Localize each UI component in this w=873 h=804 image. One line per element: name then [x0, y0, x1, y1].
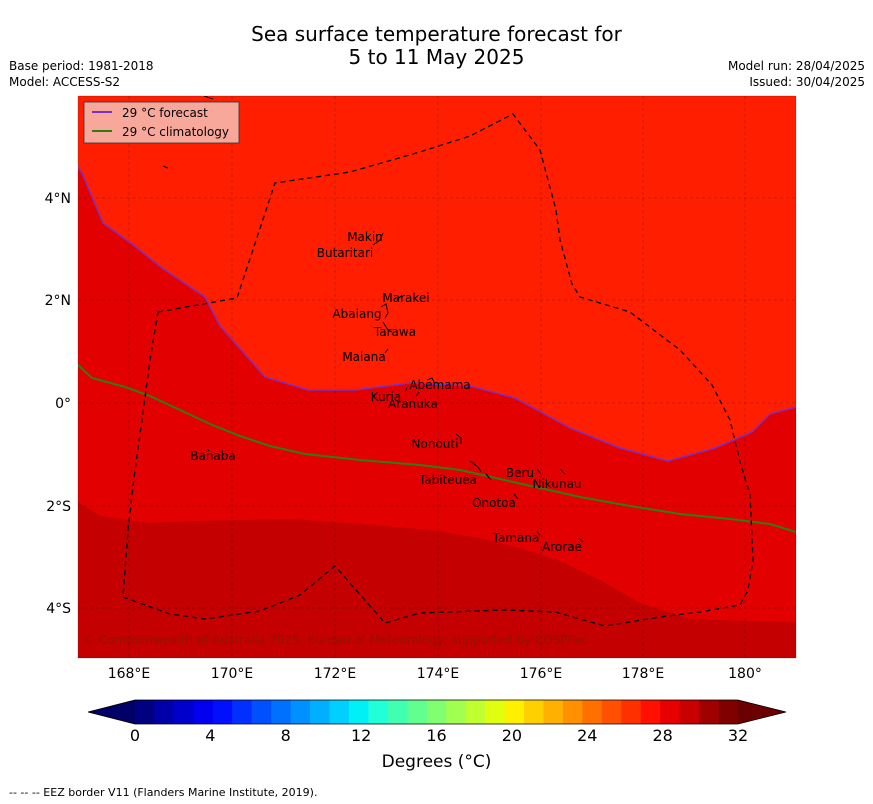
- colorbar-swatch: [329, 700, 350, 724]
- island-label: Marakei: [382, 291, 429, 305]
- island-label: Butaritari: [317, 246, 374, 260]
- island-label: Banaba: [190, 449, 236, 463]
- colorbar-label: Degrees (°C): [381, 752, 492, 772]
- issued-date: Issued: 30/04/2025: [749, 75, 865, 89]
- colorbar-swatch: [562, 700, 583, 724]
- colorbar-swatch: [582, 700, 603, 724]
- colorbar-tick-label: 32: [727, 726, 749, 745]
- lat-tick: 4°S: [46, 601, 71, 617]
- lon-tick: 174°E: [417, 666, 460, 682]
- colorbar-swatch: [621, 700, 642, 724]
- colorbar-tick-label: 28: [652, 726, 673, 745]
- colorbar-swatch: [660, 700, 681, 724]
- eez-footnote: -- -- -- EEZ border V11 (Flanders Marine…: [9, 786, 318, 799]
- colorbar-swatch: [251, 700, 272, 724]
- colorbar-swatch: [601, 700, 622, 724]
- lat-tick: 2°S: [46, 499, 71, 515]
- lon-tick: 180°: [728, 666, 762, 682]
- colorbar-swatch: [718, 700, 739, 724]
- lon-tick: 178°E: [622, 666, 665, 682]
- island-label: Nikunau: [532, 477, 581, 491]
- colorbar-tick-label: 8: [280, 726, 291, 745]
- forecast-29c-line: [78, 166, 796, 462]
- island-outlines: [162, 96, 584, 543]
- island-label: Tabiteuea: [418, 473, 477, 487]
- colorbar-tick-label: 24: [577, 726, 598, 745]
- island-label: Beru: [506, 466, 534, 480]
- colorbar-tick-label: 16: [426, 726, 447, 745]
- island-label: Abaiang: [332, 307, 381, 321]
- colorbar-swatch: [348, 700, 369, 724]
- colorbar-swatch: [173, 700, 194, 724]
- colorbar-swatch: [368, 700, 389, 724]
- chart-title-line2: 5 to 11 May 2025: [348, 45, 525, 69]
- island-label: Tarawa: [373, 325, 416, 339]
- island-label: Tamana: [492, 531, 540, 545]
- island-label: Maiana: [342, 350, 385, 364]
- island-label: Aranuka: [388, 397, 438, 411]
- colorbar-swatch: [271, 700, 292, 724]
- lat-tick-labels: 4°N 2°N 0° 2°S 4°S: [45, 191, 72, 617]
- lat-tick: 4°N: [45, 191, 71, 207]
- lon-tick: 168°E: [108, 666, 151, 682]
- lon-tick: 172°E: [314, 666, 357, 682]
- colorbar-outline: [87, 699, 787, 725]
- island-label: Arorae: [542, 540, 582, 554]
- island-label: Makin: [347, 230, 383, 244]
- base-period: Base period: 1981-2018: [9, 59, 154, 73]
- colorbar-swatch: [154, 700, 175, 724]
- lon-tick: 176°E: [520, 666, 563, 682]
- legend-climatology-label: 29 °C climatology: [122, 125, 229, 139]
- colorbar-swatch: [699, 700, 720, 724]
- island-label: Kuria: [371, 390, 402, 404]
- colorbar-swatch: [504, 700, 525, 724]
- lat-tick: 2°N: [45, 293, 71, 309]
- legend-forecast-label: 29 °C forecast: [122, 106, 208, 120]
- colorbar-tick-label: 12: [350, 726, 372, 745]
- colorbar-tick-label: 4: [205, 726, 216, 745]
- colorbar-swatch: [426, 700, 447, 724]
- copyright-text: © Commonwealth of Australia 2025, Bureau…: [83, 633, 588, 647]
- chart-title-line1: Sea surface temperature forecast for: [251, 22, 622, 46]
- colorbar-min-extension: [88, 700, 135, 724]
- colorbar-swatch: [465, 700, 486, 724]
- lat-tick: 0°: [55, 396, 71, 412]
- colorbar-swatch: [524, 700, 544, 724]
- colorbar-swatch: [387, 700, 408, 724]
- colorbar-swatch: [640, 700, 661, 724]
- colorbar-swatch: [446, 700, 467, 724]
- colorbar: [87, 699, 787, 725]
- colorbar-max-extension: [738, 700, 786, 724]
- colorbar-swatch: [407, 700, 428, 724]
- legend-box: 29 °C forecast 29 °C climatology: [83, 101, 240, 144]
- lon-tick-labels: 168°E 170°E 172°E 174°E 176°E 178°E 180°: [108, 666, 762, 682]
- colorbar-swatch: [485, 700, 506, 724]
- colorbar-tick-label: 0: [129, 726, 141, 745]
- island-label: Nonouti: [412, 437, 459, 451]
- colorbar-swatch: [310, 700, 331, 724]
- colorbar-swatch: [543, 700, 564, 724]
- colorbar-tick-label: 20: [501, 726, 523, 745]
- island-label: Onotoa: [472, 496, 516, 510]
- colorbar-swatch: [290, 700, 311, 724]
- island-labels: Makin Butaritari Marakei Abaiang Tarawa …: [190, 230, 582, 554]
- south-band-fill: [78, 502, 796, 658]
- colorbar-swatch: [212, 700, 233, 724]
- model-name: Model: ACCESS-S2: [9, 75, 121, 89]
- colorbar-swatch: [679, 700, 700, 724]
- lon-tick: 170°E: [211, 666, 254, 682]
- climatology-29c-line: [78, 364, 796, 533]
- colorbar-swatch: [232, 700, 253, 724]
- island-label: Abemama: [409, 378, 470, 392]
- model-run: Model run: 28/04/2025: [727, 59, 865, 73]
- colorbar-swatch: [193, 700, 214, 724]
- colorbar-swatch: [135, 700, 155, 724]
- grid-lines: [78, 96, 796, 658]
